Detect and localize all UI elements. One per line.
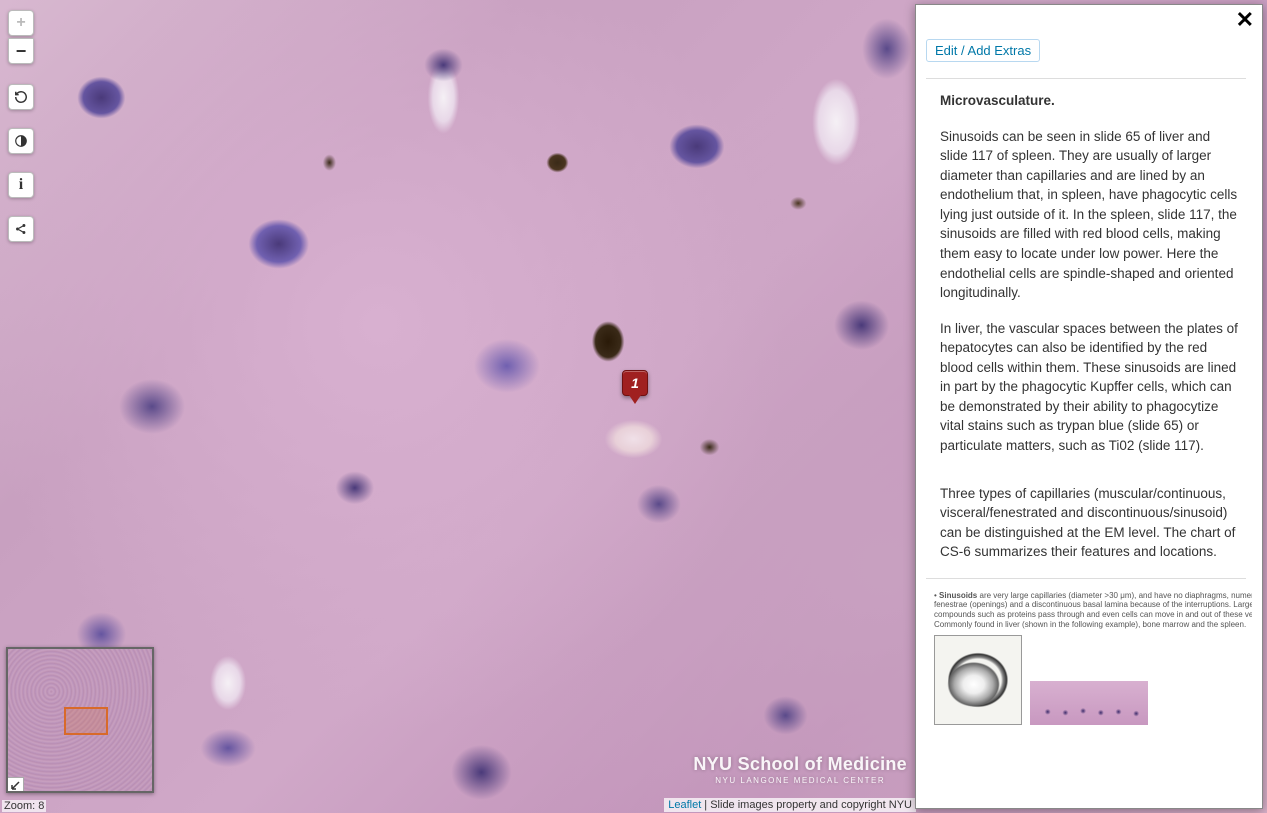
share-icon bbox=[14, 222, 28, 236]
info-icon: i bbox=[19, 176, 23, 194]
contrast-button[interactable] bbox=[8, 128, 34, 154]
leaflet-link[interactable]: Leaflet bbox=[668, 799, 701, 811]
figure-caption: • Sinusoids are very large capillaries (… bbox=[934, 591, 1252, 629]
figure-em-image bbox=[934, 635, 1022, 725]
zoom-in-button[interactable]: + bbox=[8, 10, 34, 36]
content-para-2: In liver, the vascular spaces between th… bbox=[940, 319, 1240, 456]
content-para-3: Three types of capillaries (muscular/con… bbox=[940, 484, 1240, 562]
content-title: Microvasculature. bbox=[940, 93, 1055, 108]
minimap-viewport-rect[interactable] bbox=[64, 707, 108, 735]
marker-label: 1 bbox=[631, 375, 639, 391]
watermark-line2: NYU LANGONE MEDICAL CENTER bbox=[693, 776, 907, 785]
figure-caption-rest: are very large capillaries (diameter >30… bbox=[934, 591, 1252, 629]
annotation-marker-1[interactable]: 1 bbox=[622, 370, 648, 396]
info-panel: ✕ Edit / Add Extras Microvasculature. Si… bbox=[915, 4, 1263, 809]
content-para-1: Sinusoids can be seen in slide 65 of liv… bbox=[940, 127, 1240, 303]
figure-block: • Sinusoids are very large capillaries (… bbox=[926, 591, 1252, 725]
share-button[interactable] bbox=[8, 216, 34, 242]
close-panel-button[interactable]: ✕ bbox=[1236, 9, 1254, 31]
panel-scroll-area[interactable]: Edit / Add Extras Microvasculature. Sinu… bbox=[926, 35, 1252, 800]
info-button[interactable]: i bbox=[8, 172, 34, 198]
figure-histology-image bbox=[1030, 681, 1148, 725]
close-icon: ✕ bbox=[1236, 7, 1254, 32]
zoom-level-text: Zoom: 8 bbox=[2, 800, 46, 812]
figure-caption-bold: Sinusoids bbox=[939, 591, 977, 600]
zoom-out-button[interactable]: − bbox=[8, 38, 34, 64]
refresh-button[interactable] bbox=[8, 84, 34, 110]
watermark-line1: NYU School of Medicine bbox=[693, 754, 907, 775]
watermark-logo: NYU School of Medicine NYU LANGONE MEDIC… bbox=[693, 754, 907, 785]
contrast-icon bbox=[14, 134, 28, 148]
panel-divider-2 bbox=[926, 578, 1246, 579]
collapse-icon bbox=[11, 780, 21, 790]
attribution: Leaflet | Slide images property and copy… bbox=[664, 798, 916, 812]
panel-content: Microvasculature. Sinusoids can be seen … bbox=[926, 91, 1246, 562]
plus-icon: + bbox=[16, 14, 25, 32]
minimap[interactable] bbox=[6, 647, 154, 793]
refresh-icon bbox=[14, 90, 28, 104]
minimap-collapse-button[interactable] bbox=[8, 777, 24, 791]
edit-add-extras-button[interactable]: Edit / Add Extras bbox=[926, 39, 1040, 62]
panel-divider bbox=[926, 78, 1246, 79]
attribution-text: | Slide images property and copyright NY… bbox=[701, 799, 912, 811]
